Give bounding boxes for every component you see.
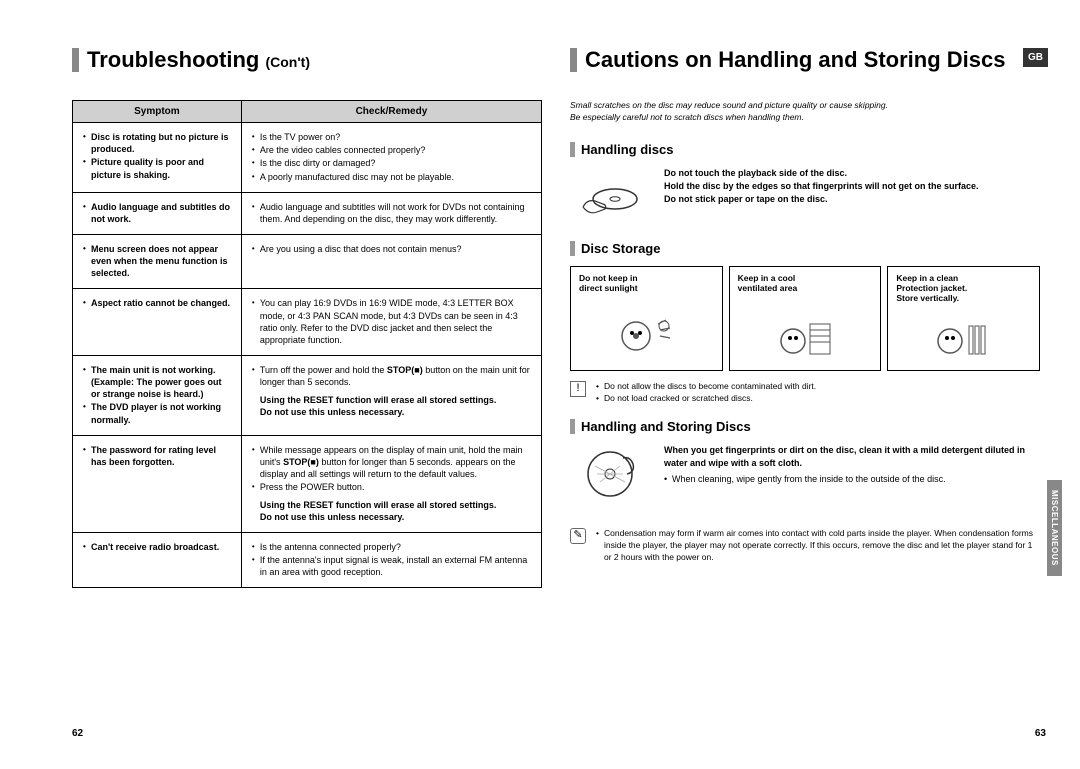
note-pencil-icon: ✎ bbox=[570, 528, 586, 544]
table-row: Menu screen does not appear even when th… bbox=[73, 235, 542, 289]
table-row: The password for rating level has been f… bbox=[73, 435, 542, 532]
storage-jacket: Keep in a clean Protection jacket. Store… bbox=[887, 266, 1040, 371]
disc-holding-icon bbox=[570, 167, 650, 227]
section-handling-storing: Handling and Storing Discs bbox=[570, 419, 1040, 434]
cautions-title: Cautions on Handling and Storing Discs G… bbox=[570, 48, 1040, 72]
sunlight-icon bbox=[571, 314, 722, 364]
cleaning-row: When you get fingerprints or dirt on the… bbox=[570, 444, 1040, 504]
ventilated-icon bbox=[730, 314, 881, 364]
table-row: Aspect ratio cannot be changed.You can p… bbox=[73, 289, 542, 356]
side-tab: MISCELLANEOUS bbox=[1047, 480, 1062, 576]
gb-badge: GB bbox=[1023, 48, 1048, 67]
condensation-note: ✎ Condensation may form if warm air come… bbox=[570, 528, 1040, 564]
page-left: Troubleshooting (Con't) Symptom Check/Re… bbox=[72, 48, 542, 588]
table-row: The main unit is not working. (Example: … bbox=[73, 356, 542, 436]
table-row: Audio language and subtitles do not work… bbox=[73, 192, 542, 234]
cleaning-text: When you get fingerprints or dirt on the… bbox=[664, 444, 1040, 486]
header-remedy: Check/Remedy bbox=[241, 101, 541, 123]
troubleshooting-title: Troubleshooting (Con't) bbox=[72, 48, 542, 72]
handling-row: Do not touch the playback side of the di… bbox=[570, 167, 1040, 227]
table-row: Disc is rotating but no picture is produ… bbox=[73, 123, 542, 193]
intro-text: Small scratches on the disc may reduce s… bbox=[570, 100, 1040, 124]
header-symptom: Symptom bbox=[73, 101, 242, 123]
storage-grid: Do not keep in direct sunlight Keep in a… bbox=[570, 266, 1040, 371]
storage-ventilated: Keep in a cool ventilated area bbox=[729, 266, 882, 371]
handling-text: Do not touch the playback side of the di… bbox=[664, 167, 1040, 206]
storage-note: ! Do not allow the discs to become conta… bbox=[570, 381, 1040, 405]
page-right: Cautions on Handling and Storing Discs G… bbox=[570, 48, 1040, 563]
pagenum-right: 63 bbox=[1035, 728, 1046, 739]
table-row: Can't receive radio broadcast.Is the ant… bbox=[73, 532, 542, 587]
section-storage: Disc Storage bbox=[570, 241, 1040, 256]
section-handling: Handling discs bbox=[570, 142, 1040, 157]
storage-sunlight: Do not keep in direct sunlight bbox=[570, 266, 723, 371]
troubleshooting-table: Symptom Check/Remedy Disc is rotating bu… bbox=[72, 100, 542, 588]
disc-cleaning-icon bbox=[570, 444, 650, 504]
caution-icon: ! bbox=[570, 381, 586, 397]
jacket-icon bbox=[888, 314, 1039, 364]
pagenum-left: 62 bbox=[72, 728, 83, 739]
